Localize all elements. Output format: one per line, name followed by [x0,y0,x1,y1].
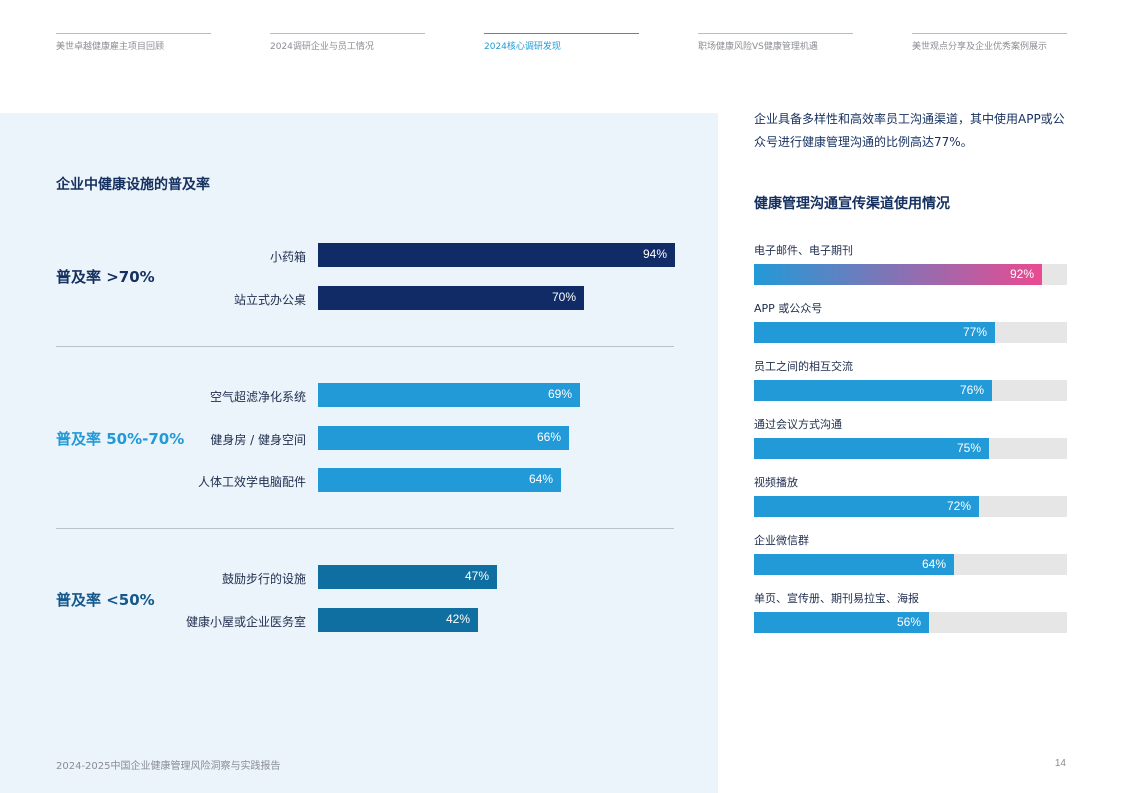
facility-label: 站立式办公桌 [233,293,306,307]
facility-label: 健身房 / 健身空间 [210,433,306,447]
nav-item-label: 2024调研企业与员工情况 [270,42,374,52]
channel-bar-track: 75% [754,438,1067,459]
channel-value-label: 92% [1009,267,1034,281]
facility-label: 鼓励步行的设施 [221,572,306,586]
facility-value-label: 70% [551,290,576,304]
page-number: 14 [1054,758,1066,769]
channels-chart-title: 健康管理沟通宣传渠道使用情况 [754,196,950,212]
channel-bar-track: 56% [754,612,1067,633]
channel-label: 单页、宣传册、期刊易拉宝、海报 [754,592,919,605]
channel-bar: 75% [754,438,989,459]
channel-bar-track: 92% [754,264,1067,285]
channel-label: 通过会议方式沟通 [754,418,842,431]
channel-label: 电子邮件、电子期刊 [754,244,853,257]
channel-label: 员工之间的相互交流 [754,360,853,373]
channel-bar: 77% [754,322,995,343]
channel-label: 视频播放 [754,476,798,489]
facility-value-label: 66% [536,430,561,444]
nav-item-review[interactable]: 美世卓越健康雇主项目回顾 [56,33,211,57]
channel-bar: 72% [754,496,979,517]
facility-bar: 42% [318,608,478,632]
channel-bar-track: 72% [754,496,1067,517]
facility-label: 健康小屋或企业医务室 [185,615,306,629]
facility-value-label: 64% [528,472,553,486]
facility-label: 人体工效学电脑配件 [197,475,306,489]
channel-value-label: 77% [962,325,987,339]
facility-bar: 69% [318,383,580,407]
group-label-low: 普及率 <50% [56,591,155,609]
facility-bar: 66% [318,426,569,450]
channel-value-label: 75% [956,441,981,455]
channel-bar-track: 77% [754,322,1067,343]
facility-value-label: 42% [445,612,470,626]
group-divider [56,346,674,347]
nav-item-core-findings[interactable]: 2024核心调研发现 [484,33,639,57]
nav-item-label: 美世观点分享及企业优秀案例展示 [912,42,1048,52]
section-nav: 美世卓越健康雇主项目回顾 2024调研企业与员工情况 2024核心调研发现 职场… [56,33,1068,57]
group-divider [56,528,674,529]
channel-value-label: 56% [896,615,921,629]
intro-paragraph: 企业具备多样性和高效率员工沟通渠道，其中使用APP或公众号进行健康管理沟通的比例… [754,112,1065,149]
channel-value-label: 76% [959,383,984,397]
channel-bar-track: 76% [754,380,1067,401]
channel-label: APP 或公众号 [754,302,823,315]
facility-value-label: 94% [642,247,667,261]
group-label-high: 普及率 >70% [56,268,155,286]
channel-bar: 76% [754,380,992,401]
facilities-panel [0,113,718,793]
facility-label: 空气超滤净化系统 [209,390,306,404]
nav-item-risk-vs-opportunity[interactable]: 职场健康风险VS健康管理机遇 [698,33,853,57]
facility-value-label: 47% [464,569,489,583]
facility-bar: 94% [318,243,675,267]
nav-item-label: 2024核心调研发现 [484,42,561,52]
channel-value-label: 64% [921,557,946,571]
facility-bar: 47% [318,565,497,589]
channel-bar: 92% [754,264,1042,285]
group-label-mid: 普及率 50%-70% [56,430,185,448]
channel-bar-track: 64% [754,554,1067,575]
channel-label: 企业微信群 [754,534,809,547]
facilities-chart-title: 企业中健康设施的普及率 [56,177,210,193]
report-footer: 2024-2025中国企业健康管理风险洞察与实践报告 [56,761,281,772]
nav-item-cases[interactable]: 美世观点分享及企业优秀案例展示 [912,33,1067,57]
channel-value-label: 72% [946,499,971,513]
facility-label: 小药箱 [269,250,306,264]
channel-bar: 64% [754,554,954,575]
facility-value-label: 69% [547,387,572,401]
channel-bar: 56% [754,612,929,633]
nav-item-label: 职场健康风险VS健康管理机遇 [698,42,818,52]
nav-item-label: 美世卓越健康雇主项目回顾 [56,42,165,52]
facility-bar: 64% [318,468,561,492]
nav-item-survey-companies[interactable]: 2024调研企业与员工情况 [270,33,425,57]
facility-bar: 70% [318,286,584,310]
